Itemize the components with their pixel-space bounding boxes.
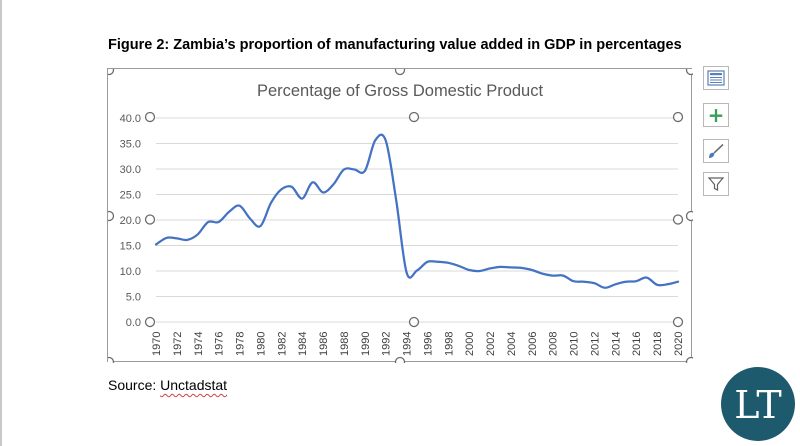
frame-resize-handle[interactable] [108, 69, 115, 76]
chart-filters-button[interactable] [703, 172, 729, 196]
chart-elements-button[interactable] [703, 66, 729, 90]
x-tick-label: 1978 [235, 332, 247, 356]
plus-icon: + [707, 103, 725, 127]
x-tick-label: 1984 [297, 332, 309, 356]
y-tick-label: 40.0 [120, 113, 141, 125]
chart-area[interactable]: Percentage of Gross Domestic Product 0.0… [107, 68, 693, 363]
frame-resize-handle[interactable] [108, 356, 115, 364]
x-tick-label: 1980 [255, 332, 267, 356]
add-element-button[interactable]: + [703, 103, 729, 127]
gridlines [156, 117, 678, 323]
x-tick-label: 2000 [464, 332, 476, 356]
y-tick-label: 30.0 [120, 164, 141, 176]
x-tick-label: 1990 [360, 332, 372, 356]
lusakatimes-logo: LT [717, 363, 799, 445]
x-tick-label: 2008 [548, 332, 560, 356]
x-tick-label: 2012 [589, 332, 601, 356]
x-tick-label: 1988 [339, 332, 351, 356]
plot-area-resize-handle[interactable] [144, 214, 156, 225]
chart-title: Percentage of Gross Domestic Product [257, 82, 544, 100]
x-tick-label: 1994 [402, 332, 414, 356]
plot-area-resize-handle[interactable] [144, 111, 156, 123]
x-tick-label: 2006 [527, 332, 539, 356]
frame-resize-handle[interactable] [394, 356, 406, 364]
x-tick-label: 1992 [381, 332, 393, 356]
layout-icon [707, 70, 725, 86]
y-tick-label: 25.0 [120, 190, 141, 202]
plot-area-resize-handle[interactable] [408, 111, 420, 123]
plot-area-resize-handle[interactable] [144, 316, 156, 328]
brush-icon [709, 143, 724, 158]
x-tick-label: 1996 [422, 332, 434, 356]
line-chart[interactable]: Percentage of Gross Domestic Product 0.0… [108, 69, 693, 363]
y-tick-label: 15.0 [120, 241, 141, 253]
plot-area-resize-handle[interactable] [408, 316, 420, 328]
x-tick-label: 2002 [485, 332, 497, 356]
filter-icon [707, 177, 725, 191]
y-axis-labels: 0.0 5.0 10.0 15.0 20.0 25.0 30.0 35.0 40.0 [120, 113, 141, 329]
x-tick-label: 2010 [569, 332, 581, 356]
x-tick-label: 2004 [506, 332, 518, 356]
x-tick-label: 2016 [631, 332, 643, 356]
source-name: Unctadstat [160, 377, 228, 393]
x-tick-label: 2020 [673, 332, 685, 356]
x-tick-label: 1970 [151, 332, 163, 356]
page-edge-rule [0, 0, 2, 446]
y-tick-label: 0.0 [126, 317, 141, 329]
source-line: Source: Unctadstat [108, 377, 227, 393]
series-line [154, 133, 680, 289]
frame-resize-handle[interactable] [685, 356, 694, 364]
x-tick-label: 2018 [652, 332, 664, 356]
x-tick-label: 1974 [193, 332, 205, 356]
selection-handles[interactable] [108, 69, 693, 363]
figure-caption: Figure 2: Zambia’s proportion of manufac… [108, 37, 682, 53]
source-prefix: Source: [108, 377, 161, 393]
frame-resize-handle[interactable] [394, 69, 406, 76]
x-tick-label: 1982 [276, 332, 288, 356]
chart-styles-button[interactable] [703, 139, 729, 163]
plot-area-resize-handle[interactable] [672, 111, 684, 123]
x-tick-label: 1986 [318, 332, 330, 356]
x-tick-label: 2014 [610, 332, 622, 356]
plot-area-resize-handle[interactable] [672, 214, 684, 225]
y-tick-label: 35.0 [120, 139, 141, 151]
y-tick-label: 5.0 [126, 292, 141, 304]
plot-area-resize-handle[interactable] [672, 316, 684, 328]
y-tick-label: 10.0 [120, 266, 141, 278]
y-tick-label: 20.0 [120, 215, 141, 227]
frame-resize-handle[interactable] [108, 210, 115, 222]
x-tick-label: 1976 [214, 332, 226, 356]
logo-text: LT [734, 383, 781, 427]
frame-resize-handle[interactable] [685, 210, 694, 222]
x-tick-label: 1972 [172, 332, 184, 356]
x-tick-label: 1998 [443, 332, 455, 356]
frame-resize-handle[interactable] [685, 69, 694, 76]
x-axis-labels: 1970 1972 1974 1976 1978 1980 1982 1984 1986 1988… [151, 332, 685, 356]
